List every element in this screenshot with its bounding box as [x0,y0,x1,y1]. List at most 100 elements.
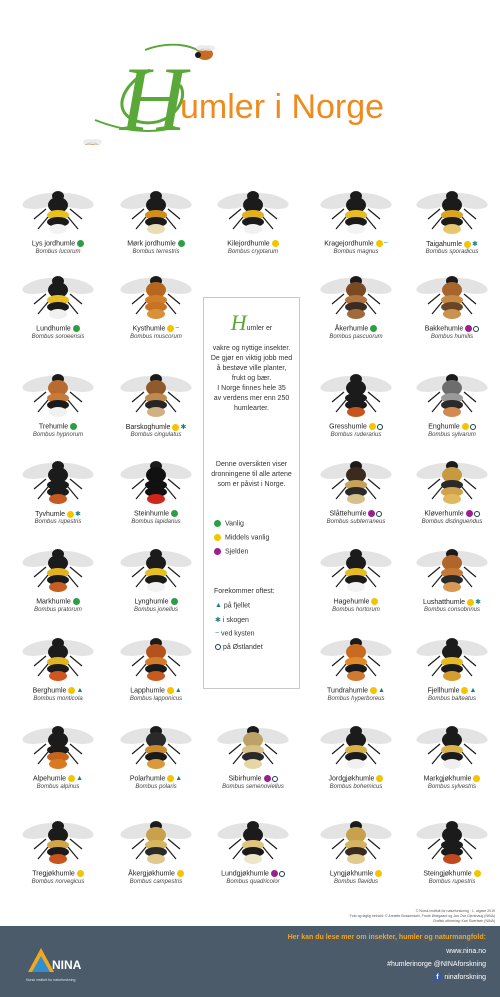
bee-illustration [22,191,94,234]
bee-name: Tundrahumle ▲ [327,687,385,695]
bee-name: Markhumle [8,598,108,605]
bee-latin-name: Bombus hortorum [332,607,380,613]
title-capital: H [119,48,191,145]
title-bee-icon [83,139,102,145]
bee-name: Lyngjøkhumle [306,870,406,877]
triangle-icon: ▲ [174,687,182,694]
intro-line: humlearter. [233,405,270,412]
intro-line: I Norge finnes hele 35 [217,385,286,392]
tilde-icon: ~ [175,325,180,332]
bee-latin-name: Bombus terrestris [132,249,180,255]
bee-card: Berghumle ▲ Bombus monticola [8,632,108,712]
website-link[interactable]: www.nina.no [446,948,486,955]
bee-card: Hagehumle Bombus hortorum [306,543,406,623]
bee-card: Kragejordhumle ~ Bombus magnus [306,185,406,265]
ring-icon [278,870,285,877]
bee-card: Mørk jordhumle Bombus terrestris [106,185,206,265]
intro-line: vakre og nyttige insekter. [212,345,291,352]
rare-frequency-dot-icon [465,325,473,332]
intro-line: frukt og bær. [231,375,272,382]
bee-card: Alpehumle ▲ Bombus alpinus [8,720,108,800]
bee-card: Lundhumle Bombus soroeensis [8,270,108,350]
bee-latin-name: Bombus norvegicus [31,879,85,885]
bee-latin-name: Bombus flavidus [333,879,379,885]
medium-frequency-dot-icon [375,240,383,247]
bee-card: Trehumle Bombus hypnorum [8,368,108,448]
hashtags: #humlerinorge @NINAforskning [387,961,486,968]
bee-illustration [416,726,488,769]
bee-name: Mørk jordhumle [106,240,206,247]
bee-card: Polarhumle ▲ Bombus polaris [106,720,206,800]
bee-illustration [217,191,289,234]
bee-name: Fjellhumle ▲ [427,687,477,695]
common-frequency-dot-icon [177,240,185,247]
rare-frequency-dot-icon [368,510,376,517]
bee-name: Steingjøkhumle [402,870,500,877]
bee-latin-name: Bombus sylvestris [427,784,477,790]
asterisk-icon: ✱ [215,617,221,624]
medium-frequency-dot-icon [167,775,175,782]
bee-name: Kragejordhumle ~ [324,240,388,248]
asterisk-icon: ✱ [475,599,481,606]
bee-card: Fjellhumle ▲ Bombus balteatus [402,632,500,712]
bee-card: Slåttehumle Bombus subterraneus [306,455,406,535]
nina-logo-icon [28,948,54,972]
bee-illustration [320,276,392,319]
intro-line: av verdens mer enn 250 [213,395,290,402]
bee-latin-name: Bombus cryptarum [227,249,279,255]
bee-illustration [22,461,94,504]
bee-illustration [320,461,392,504]
medium-frequency-dot-icon [461,687,469,694]
bee-illustration [22,549,94,592]
bee-card: Markhumle Bombus pratorum [8,543,108,623]
bee-illustration [416,276,488,319]
bee-latin-name: Bombus pratorum [34,607,82,613]
medium-frequency-dot-icon [370,687,378,694]
common-frequency-dot-icon [77,240,85,247]
credits-line: Grafisk utforming: Kari Sivertsen (NINA) [432,919,495,923]
bee-latin-name: Bombus semenoviellus [222,784,284,790]
bee-latin-name: Bombus cingulatus [130,432,182,438]
bee-card: Lapphumle ▲ Bombus lapponicus [106,632,206,712]
bee-card: Gresshumle Bombus ruderarius [306,368,406,448]
bee-card: Bakkehumle Bombus humilis [402,270,500,350]
credits-line: © Norsk institutt for naturforskning · 1… [415,909,495,913]
bee-latin-name: Bombus monticola [33,696,83,702]
bee-name: Slåttehumle [306,510,406,517]
bee-card: Åkerhumle Bombus pascuorum [306,270,406,350]
bee-card: Enghumle Bombus sylvarum [402,368,500,448]
triangle-icon: ▲ [175,775,183,782]
bee-illustration [416,374,488,417]
intro-line: De gjør en viktig jobb med [210,355,293,362]
bee-name: Trehumle [8,423,108,430]
bee-illustration [416,638,488,681]
medium-frequency-dot-icon [467,598,475,606]
medium-frequency-dot-icon [176,870,184,877]
ring-icon [469,423,476,430]
bee-card: Markgjøkhumle Bombus sylvestris [402,720,500,800]
bee-name: Bakkehumle [402,325,500,332]
bee-latin-name: Bombus lucorum [35,249,81,255]
bee-card: Kysthumle ~ Bombus muscorum [106,270,206,350]
bee-illustration [416,821,488,864]
bee-latin-name: Bombus hyperboreus [327,696,385,702]
rare-frequency-dot-icon [270,870,278,877]
bee-illustration [416,549,488,592]
ring-icon [215,644,221,651]
nina-logo[interactable]: NINA Norsk institutt for naturforskning [26,946,96,986]
ring-icon [473,510,480,517]
bee-name: Berghumle ▲ [32,687,84,695]
triangle-icon: ▲ [215,602,222,609]
medium-frequency-dot-icon [76,870,84,877]
triangle-icon: ▲ [469,687,477,694]
poster-title: H umler i Norge [83,43,384,145]
nina-logo-text: NINA [52,958,82,972]
triangle-icon: ▲ [76,687,84,694]
bee-card: Taigahumle ✱ Bombus sporadicus [402,185,500,265]
asterisk-icon: ✱ [180,424,187,431]
facebook-link[interactable]: f ninaforskning [186,974,486,982]
bee-latin-name: Bombus humilis [430,334,474,340]
medium-frequency-dot-icon [68,687,76,694]
bee-name: Markgjøkhumle [402,775,500,782]
legend-medium: Middels vanlig [214,534,269,541]
